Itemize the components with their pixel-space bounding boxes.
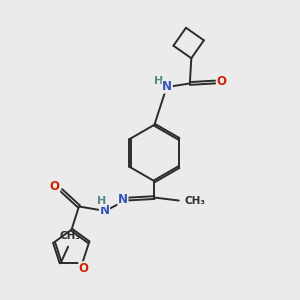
Text: O: O	[217, 76, 226, 88]
Text: CH₃: CH₃	[184, 196, 205, 206]
Text: N: N	[100, 204, 110, 217]
Text: H: H	[97, 196, 106, 206]
Text: H: H	[154, 76, 163, 85]
Text: N: N	[118, 193, 128, 206]
Text: CH₃: CH₃	[59, 231, 80, 241]
Text: O: O	[79, 262, 89, 275]
Text: O: O	[50, 180, 60, 193]
Text: N: N	[162, 80, 172, 93]
